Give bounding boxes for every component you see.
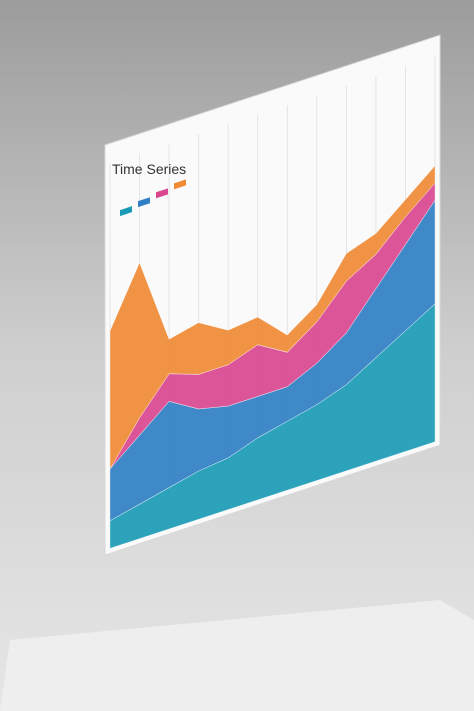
legend-swatch [174, 179, 186, 190]
floor [0, 600, 474, 711]
legend-swatch [138, 197, 150, 208]
legend-swatch [120, 206, 132, 217]
area-series [109, 165, 436, 471]
chart-panel [104, 34, 441, 556]
legend-swatch [156, 188, 168, 199]
chart-title: Time Series [112, 161, 186, 177]
